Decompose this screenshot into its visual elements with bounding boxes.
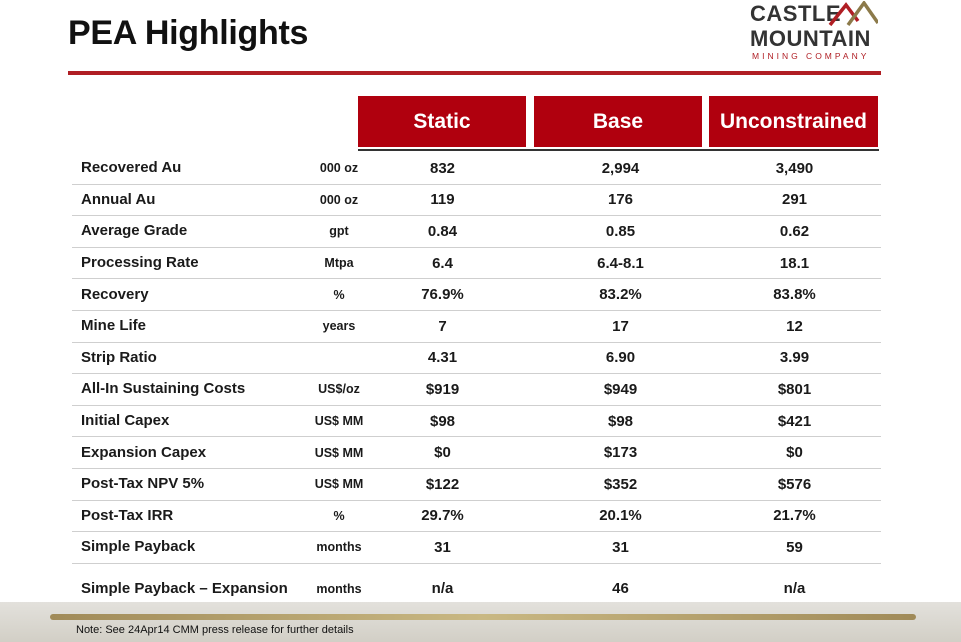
row-label: All-In Sustaining Costs [81,380,246,398]
footer-band [0,602,961,642]
value-base: 83.2% [599,286,642,304]
row-unit: Mtpa [324,256,354,271]
row-label: Simple Payback [81,538,196,556]
table-row: Expansion Capex US$ MM $0 $173 $0 [72,437,881,469]
logo-subtitle: MINING COMPANY [752,51,870,61]
table-row: Processing Rate Mtpa 6.4 6.4-8.1 18.1 [72,248,881,280]
table-row: Initial Capex US$ MM $98 $98 $421 [72,406,881,438]
table-row: Strip Ratio 4.31 6.90 3.99 [72,343,881,375]
row-label: Post-Tax IRR [81,506,174,524]
value-base: 31 [612,538,629,556]
value-unconstrained: 3,490 [775,159,814,177]
value-static: n/a [431,580,454,598]
value-base: 176 [607,191,634,209]
row-unit: US$ MM [314,414,364,429]
value-unconstrained: $0 [786,444,803,462]
value-base: 20.1% [599,507,642,525]
column-header-base: Base [534,96,702,147]
row-unit: 000 oz [319,161,359,176]
value-static: 76.9% [421,286,464,304]
value-base: 17 [612,317,629,335]
header-divider [358,149,879,151]
table-row: All-In Sustaining Costs US$/oz $919 $949 $80… [72,374,881,406]
value-unconstrained: 83.8% [773,286,816,304]
row-unit: years [322,319,356,334]
row-unit: US$ MM [314,477,364,492]
value-unconstrained: $421 [777,412,812,430]
value-static: 7 [438,317,447,335]
page-title: PEA Highlights [68,14,309,52]
mountain-logo-icon [828,1,878,27]
value-base: 46 [612,580,629,598]
row-label: Strip Ratio [81,348,157,366]
value-unconstrained: $576 [777,475,812,493]
table-row: Average Grade gpt 0.84 0.85 0.62 [72,216,881,248]
row-label: Initial Capex [81,412,170,430]
row-label: Mine Life [81,317,147,335]
value-unconstrained: 21.7% [773,507,816,525]
row-label: Average Grade [81,222,188,240]
value-unconstrained: 18.1 [779,254,810,272]
row-unit: gpt [329,224,349,239]
value-static: $98 [429,412,456,430]
value-unconstrained: n/a [783,580,806,598]
row-unit: US$ MM [314,445,364,460]
value-static: 119 [430,191,455,209]
value-base: $352 [603,475,638,493]
row-unit: months [316,540,362,555]
column-header-unconstrained: Unconstrained [709,96,878,147]
value-unconstrained: 0.62 [779,222,810,240]
row-label: Annual Au [81,190,156,208]
value-static: 6.4 [432,254,453,272]
value-unconstrained: $801 [777,380,812,398]
value-unconstrained: 59 [786,538,803,556]
row-label: Recovery [81,285,149,303]
logo-line2: MOUNTAIN [750,26,871,51]
value-base: 2,994 [601,159,640,177]
value-static: 0.84 [427,222,458,240]
value-base: $949 [603,380,638,398]
value-base: 0.85 [605,222,636,240]
row-unit: % [333,508,345,523]
value-base: 6.4-8.1 [597,254,644,272]
footer-divider [50,614,916,620]
value-base: $98 [607,412,634,430]
row-unit: months [316,581,362,596]
value-static: $919 [425,380,460,398]
table-row: Mine Life years 7 17 12 [72,311,881,343]
table-row: Post-Tax IRR% 29.7% 20.1% 21.7% [72,501,881,533]
footnote: Note: See 24Apr14 CMM press release for … [76,624,354,636]
table-row: Recovered Au 000 oz 832 2,994 3,490 [72,153,881,185]
row-label: Expansion Capex [81,443,207,461]
row-unit: US$/oz [318,382,360,397]
value-static: 31 [434,538,451,556]
value-base: $173 [603,444,638,462]
value-unconstrained: 3.99 [779,349,810,367]
value-unconstrained: 291 [781,191,808,209]
row-unit: 000 oz [319,192,359,207]
value-static: $0 [434,444,451,462]
table-row: Simple Payback months 31 31 59 [72,532,881,564]
value-base: 6.90 [605,349,636,367]
title-divider [68,71,881,75]
row-unit: % [333,287,345,302]
value-static: 4.31 [427,349,458,367]
row-label: Simple Payback – Expansion [81,579,288,597]
row-label: Post-Tax NPV 5% [81,475,205,493]
table-row: Annual Au 000 oz 119 176 291 [72,185,881,217]
value-static: $122 [425,475,460,493]
company-logo: CASTLE MOUNTAIN MINING COMPANY [748,0,882,66]
table-row: Post-Tax NPV 5% US$ MM $122 $352 $576 [72,469,881,501]
row-label: Recovered Au [81,159,182,177]
logo-line1: CASTLE [750,1,841,26]
value-static: 832 [429,159,456,177]
highlights-table: Recovered Au 000 oz 832 2,994 3,490 Annual Au… [72,153,881,616]
table-row: Recovery% 76.9% 83.2% 83.8% [72,279,881,311]
row-label: Processing Rate [81,254,199,272]
value-unconstrained: 12 [786,317,803,335]
value-static: 29.7% [421,507,464,525]
column-header-static: Static [358,96,526,147]
